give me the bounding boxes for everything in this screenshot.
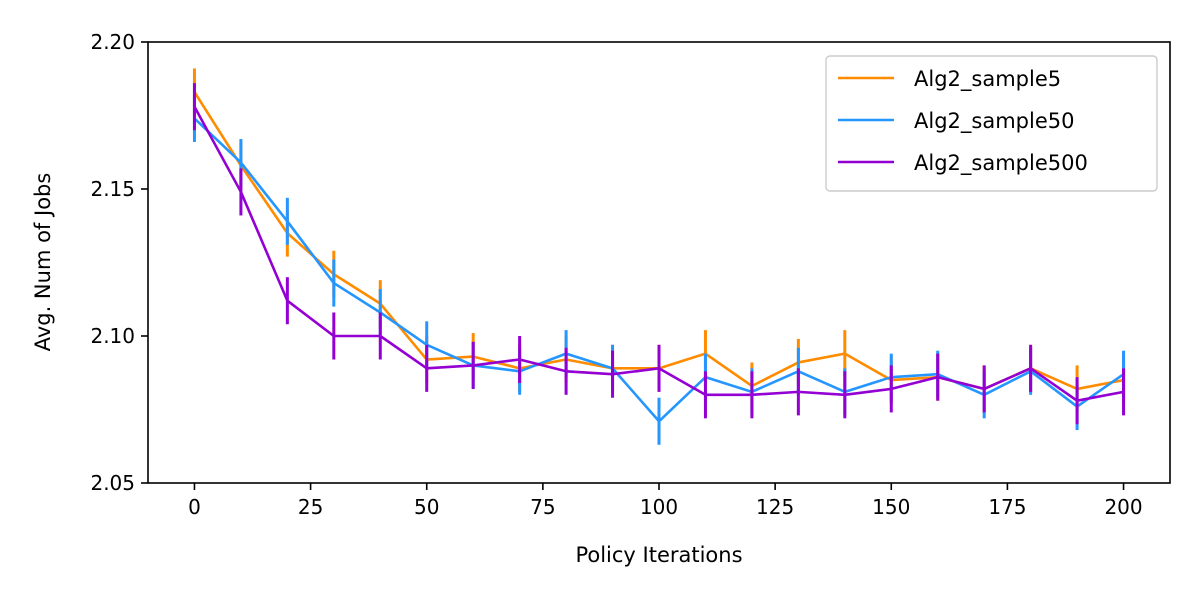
legend-label: Alg2_sample500: [914, 151, 1088, 176]
x-tick-label: 0: [188, 495, 201, 519]
legend-box: [825, 55, 1158, 192]
series-layer: [192, 68, 1126, 445]
x-tick-label: 125: [756, 495, 794, 519]
legend-label: Alg2_sample50: [914, 109, 1074, 134]
x-tick-label: 75: [530, 495, 555, 519]
x-axis-label: Policy Iterations: [575, 543, 742, 567]
x-tick-label: 150: [872, 495, 910, 519]
x-tick-label: 175: [988, 495, 1026, 519]
x-tick-label: 50: [414, 495, 439, 519]
legend-label: Alg2_sample5: [914, 67, 1061, 92]
y-tick-label: 2.10: [90, 324, 135, 348]
series-Alg2_sample500: [192, 83, 1126, 425]
y-tick-label: 2.20: [90, 30, 135, 54]
x-axis: 0 25 50 75 100 125 150 175 200: [188, 483, 1143, 519]
x-tick-label: 200: [1104, 495, 1142, 519]
x-tick-label: 100: [640, 495, 678, 519]
y-tick-label: 2.05: [90, 471, 135, 495]
y-axis: 2.05 2.10 2.15 2.20: [90, 30, 148, 495]
legend: Alg2_sample5 Alg2_sample50 Alg2_sample500: [825, 55, 1158, 192]
y-axis-label: Avg. Num of Jobs: [31, 173, 55, 352]
x-tick-label: 25: [298, 495, 323, 519]
y-tick-label: 2.15: [90, 177, 135, 201]
